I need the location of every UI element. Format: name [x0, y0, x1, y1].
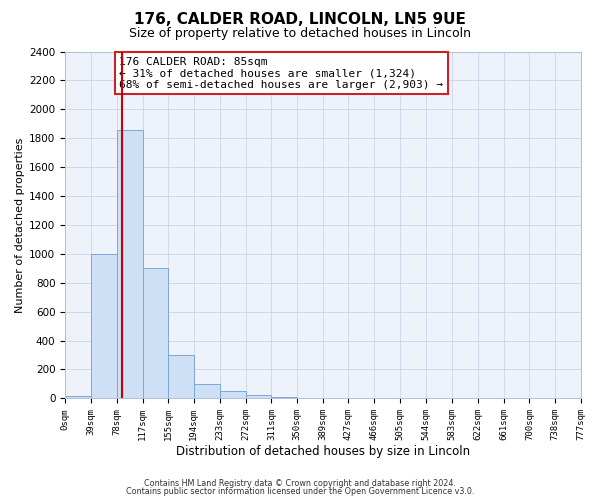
Y-axis label: Number of detached properties: Number of detached properties	[15, 137, 25, 312]
Text: Contains HM Land Registry data © Crown copyright and database right 2024.: Contains HM Land Registry data © Crown c…	[144, 478, 456, 488]
Text: Size of property relative to detached houses in Lincoln: Size of property relative to detached ho…	[129, 28, 471, 40]
Bar	[117, 130, 143, 398]
Bar	[194, 384, 220, 398]
Bar	[65, 396, 91, 398]
Bar	[143, 268, 168, 398]
Bar	[245, 394, 271, 398]
Bar	[168, 355, 194, 399]
Bar	[220, 391, 245, 398]
Bar	[91, 254, 117, 398]
Bar	[271, 397, 297, 398]
Text: Contains public sector information licensed under the Open Government Licence v3: Contains public sector information licen…	[126, 487, 474, 496]
X-axis label: Distribution of detached houses by size in Lincoln: Distribution of detached houses by size …	[176, 444, 470, 458]
Text: 176, CALDER ROAD, LINCOLN, LN5 9UE: 176, CALDER ROAD, LINCOLN, LN5 9UE	[134, 12, 466, 28]
Text: 176 CALDER ROAD: 85sqm
← 31% of detached houses are smaller (1,324)
68% of semi-: 176 CALDER ROAD: 85sqm ← 31% of detached…	[119, 56, 443, 90]
